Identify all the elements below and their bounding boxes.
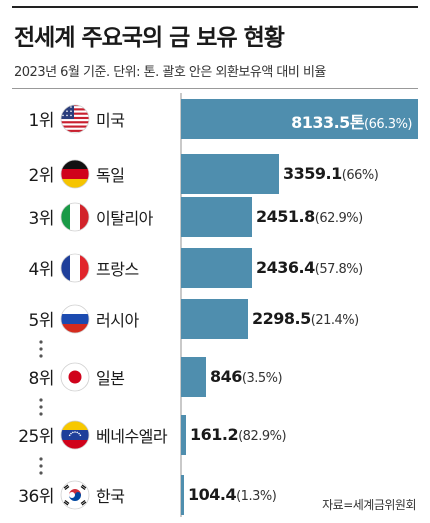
country-label: 미국: [96, 111, 125, 130]
bar-row: 5위 러시아 2298.5(21.4%): [0, 297, 430, 341]
country-label: 독일: [96, 166, 125, 185]
value-percent: (82.9%): [238, 429, 287, 444]
bar: [181, 299, 248, 339]
value-percent: (66%): [341, 168, 379, 183]
skipped-rank-dots: [38, 397, 44, 417]
bar: [181, 475, 184, 515]
italy-flag-icon: [60, 202, 90, 232]
value-label: 846(3.5%): [210, 367, 283, 386]
bar: [181, 415, 186, 455]
bar: [181, 99, 418, 139]
value-label: 161.2(82.9%): [190, 425, 287, 444]
rank-label: 25위: [18, 427, 54, 447]
value-label: 2436.4(57.8%): [256, 258, 363, 277]
bar-row: 4위 프랑스 2436.4(57.8%): [0, 246, 430, 290]
value-percent: (57.8%): [314, 262, 363, 277]
rank-label: 36위: [18, 487, 54, 507]
bar-row: 25위 베네수엘라 161.2(82.9%): [0, 413, 430, 457]
value-number: 846: [210, 367, 242, 386]
value-number: 104.4: [188, 485, 237, 504]
korea-flag-icon: [60, 480, 90, 510]
source-note: 자료=세계금위원회: [322, 498, 416, 512]
rank-label: 2위: [28, 166, 55, 186]
bar: [181, 197, 252, 237]
value-percent: (21.4%): [310, 313, 359, 328]
country-label: 이탈리아: [96, 209, 153, 228]
value-percent: (1.3%): [236, 489, 277, 504]
japan-flag-icon: [60, 362, 90, 392]
value-percent: (3.5%): [241, 371, 283, 386]
france-flag-icon: [60, 253, 90, 283]
top-rule: [12, 6, 418, 8]
value-label: 2298.5(21.4%): [252, 309, 359, 328]
bar-row: 36위 한국 104.4(1.3%): [0, 473, 430, 517]
germany-flag-icon: [60, 159, 90, 189]
rank-label: 1위: [28, 111, 55, 131]
bar-row: 3위 이탈리아 2451.8(62.9%): [0, 195, 430, 239]
value-percent: (62.9%): [314, 211, 363, 226]
value-label: 104.4(1.3%): [188, 485, 277, 504]
us-flag-icon: [60, 104, 90, 134]
bar: [181, 357, 206, 397]
bar: [181, 154, 279, 194]
skipped-rank-dots: [38, 456, 44, 476]
header-divider: [12, 88, 418, 89]
country-label: 프랑스: [96, 260, 139, 279]
skipped-rank-dots: [38, 339, 44, 359]
value-number: 3359.1: [283, 164, 342, 183]
chart-subtitle: 2023년 6월 기준. 단위: 톤. 괄호 안은 외환보유액 대비 비율: [14, 65, 326, 80]
rank-label: 3위: [28, 209, 55, 229]
bar-row: 8위 일본 846(3.5%): [0, 355, 430, 399]
value-number: 2436.4: [256, 258, 315, 277]
country-label: 러시아: [96, 311, 139, 330]
rank-label: 4위: [28, 260, 55, 280]
country-label: 베네수엘라: [96, 427, 168, 446]
value-label: 3359.1(66%): [283, 164, 379, 183]
value-label: 8133.5톤(66.3%): [291, 109, 412, 133]
venezuela-flag-icon: [60, 420, 90, 450]
chart-title: 전세계 주요국의 금 보유 현황: [14, 25, 285, 51]
bar-row: 2위 독일 3359.1(66%): [0, 152, 430, 196]
value-number: 2451.8: [256, 207, 315, 226]
russia-flag-icon: [60, 304, 90, 334]
value-number: 8133.5: [291, 113, 350, 132]
bar-row: 1위 미국 8133.5톤(66.3%): [0, 97, 430, 141]
value-number: 161.2: [190, 425, 239, 444]
value-unit: 톤: [349, 113, 365, 132]
rank-label: 8위: [28, 369, 55, 389]
country-label: 일본: [96, 369, 125, 388]
value-percent: (66.3%): [364, 117, 412, 132]
value-number: 2298.5: [252, 309, 311, 328]
country-label: 한국: [96, 487, 125, 506]
rank-label: 5위: [28, 311, 55, 331]
bar: [181, 248, 252, 288]
value-label: 2451.8(62.9%): [256, 207, 363, 226]
